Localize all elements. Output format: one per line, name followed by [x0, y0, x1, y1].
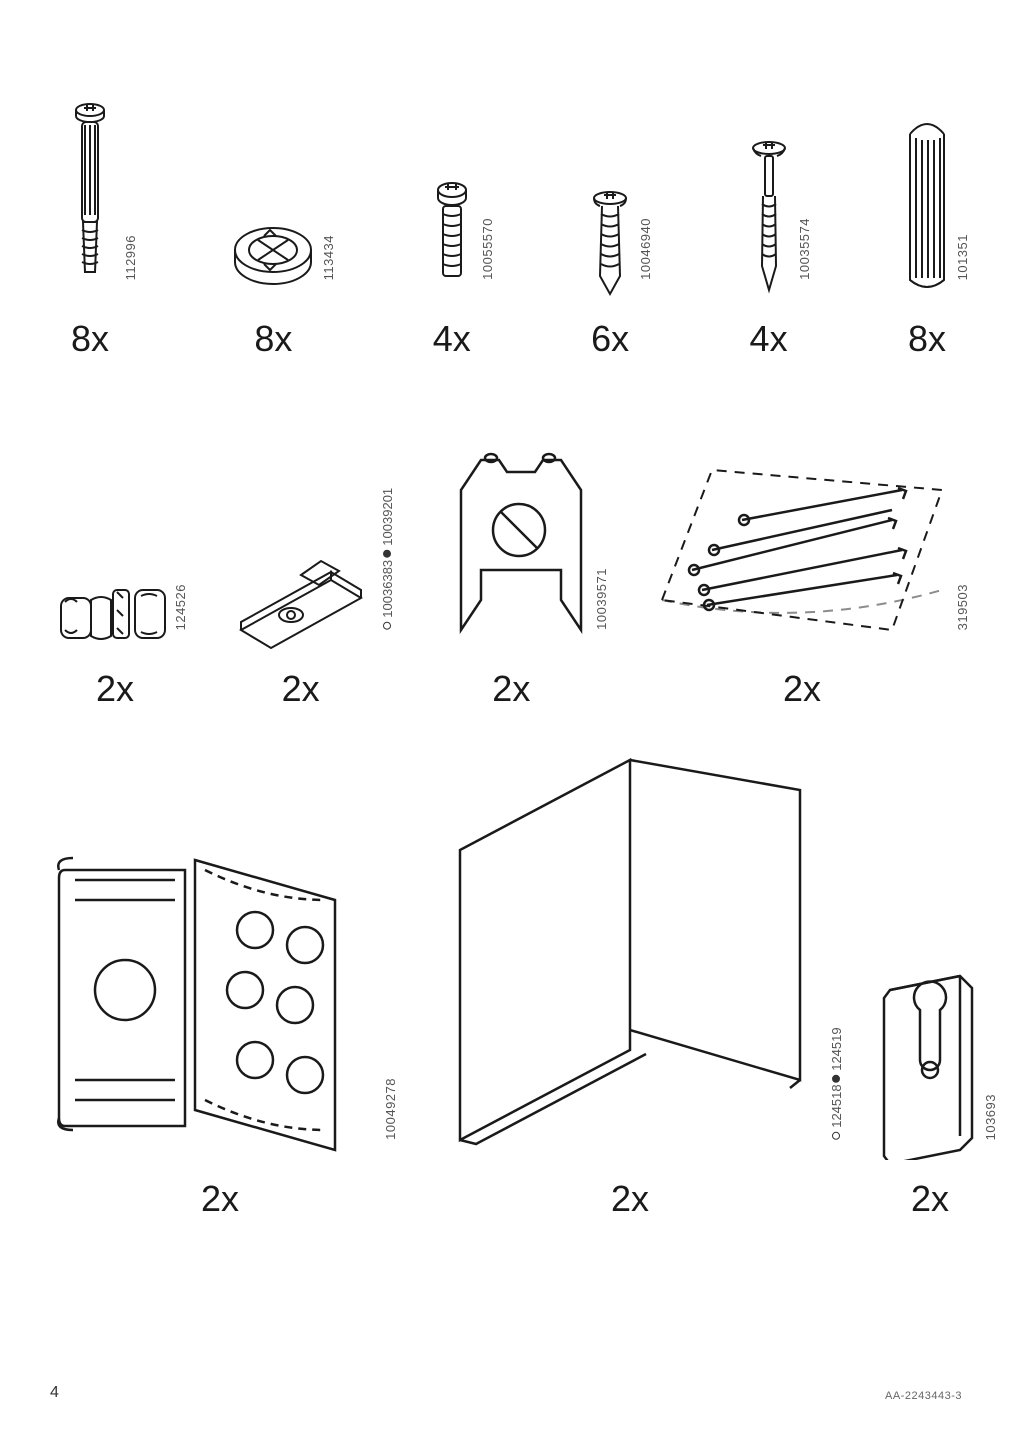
part-code: 113434	[321, 235, 336, 280]
part-qty: 8x	[254, 318, 292, 360]
part-code: 10035574	[797, 218, 812, 280]
part-keyhole-hanger: 103693 2x	[870, 960, 990, 1220]
part-image: 10039571	[421, 420, 601, 650]
part-suspension-bracket: 10049278 2x	[50, 780, 390, 1220]
part-image: 101351	[892, 110, 962, 300]
part-wall-screw: 10035574 4x	[734, 130, 804, 360]
part-image: 10049278	[50, 780, 390, 1160]
part-image: 10046940	[575, 170, 645, 300]
nail-bag-icon	[652, 450, 952, 650]
part-image: 10035574	[734, 130, 804, 300]
dowel-icon	[902, 120, 952, 300]
part-cam-bolt: 112996 8x	[50, 100, 130, 360]
part-qty: 8x	[71, 318, 109, 360]
part-code: 124526	[173, 584, 188, 630]
panel-icon	[440, 740, 820, 1160]
cam-bolt-icon	[65, 100, 115, 300]
part-qty: 4x	[433, 318, 471, 360]
assembly-page: 112996 8x 113434 8x	[0, 0, 1012, 1432]
part-qty: 2x	[96, 668, 134, 710]
part-qty: 2x	[201, 1178, 239, 1220]
part-code: 112996	[123, 235, 138, 280]
part-image: 319503	[642, 420, 962, 650]
part-code-a: 10036383	[380, 560, 395, 618]
part-hinge-cup: 124526 2x	[50, 530, 180, 710]
part-dowel: 101351 8x	[892, 110, 962, 360]
part-short-bolt: 10055570 4x	[417, 170, 487, 360]
part-code-a: 124518	[829, 1085, 844, 1128]
part-screw-medium: 10046940 6x	[575, 170, 645, 360]
part-qty: 4x	[750, 318, 788, 360]
part-image: 10036383 10039201	[221, 500, 381, 650]
parts-row-2: 124526 2x 10036383	[50, 400, 962, 710]
part-qty: 2x	[911, 1178, 949, 1220]
part-code: 103693	[983, 1094, 998, 1140]
parts-row-3: 10049278 2x 124518 124519	[50, 750, 962, 1220]
page-number: 4	[50, 1384, 59, 1402]
mounting-plate-icon	[231, 530, 371, 650]
part-cam-lock: 113434 8x	[218, 190, 328, 360]
part-code: 10055570	[480, 218, 495, 280]
keyhole-hanger-icon	[880, 970, 980, 1160]
part-qty: 6x	[591, 318, 629, 360]
part-code: 10049278	[383, 1078, 398, 1140]
part-qty: 2x	[492, 668, 530, 710]
part-code-b: 124519	[829, 1027, 844, 1070]
part-qty: 2x	[611, 1178, 649, 1220]
part-code: 319503	[955, 584, 970, 630]
part-code: 10046940	[638, 218, 653, 280]
part-image: 103693	[870, 960, 990, 1160]
part-code: 101351	[955, 234, 970, 280]
hinge-cup-icon	[55, 570, 175, 650]
document-code: AA-2243443-3	[885, 1390, 962, 1402]
part-image: 124518 124519	[430, 730, 830, 1160]
part-image: 124526	[50, 530, 180, 650]
wall-bracket-icon	[431, 430, 591, 650]
part-code-dual: 124518 124519	[829, 1027, 844, 1140]
part-image: 113434	[218, 190, 328, 300]
short-bolt-icon	[431, 180, 473, 300]
part-code-dual: 10036383 10039201	[380, 488, 395, 630]
part-code: 10039571	[594, 568, 609, 630]
part-mounting-plate: 10036383 10039201 2x	[221, 500, 381, 710]
part-image: 112996	[50, 100, 130, 300]
parts-row-1: 112996 8x 113434 8x	[50, 100, 962, 360]
suspension-bracket-icon	[55, 800, 385, 1160]
part-code-b: 10039201	[380, 488, 395, 546]
part-wall-bracket: 10039571 2x	[421, 420, 601, 710]
part-image: 10055570	[417, 170, 487, 300]
screw-medium-icon	[588, 190, 632, 300]
part-nail-bag: 319503 2x	[642, 420, 962, 710]
part-qty: 2x	[783, 668, 821, 710]
wall-screw-icon	[747, 140, 791, 300]
part-qty: 8x	[908, 318, 946, 360]
part-qty: 2x	[282, 668, 320, 710]
cam-lock-icon	[228, 210, 318, 300]
part-panel: 124518 124519 2x	[430, 730, 830, 1220]
